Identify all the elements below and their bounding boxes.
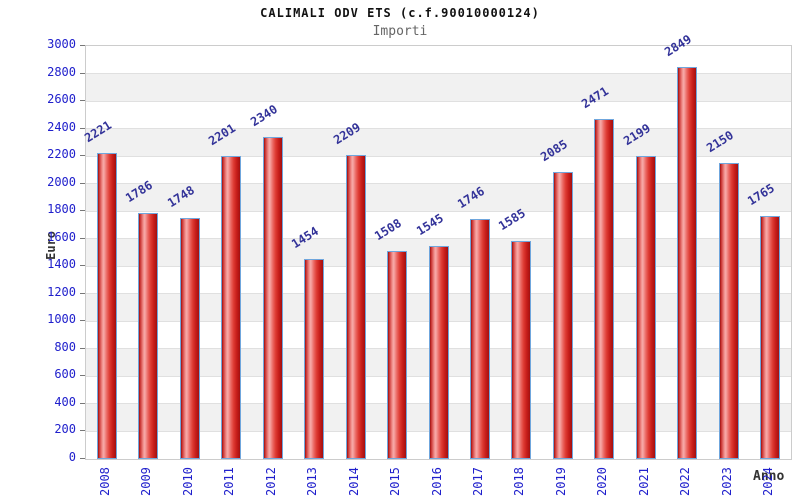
y-tick-mark (80, 127, 85, 129)
y-tick-label: 0 (68, 450, 76, 464)
x-tick-label: 2014 (346, 467, 361, 496)
y-tick-label: 2800 (47, 64, 76, 79)
bar (511, 240, 532, 459)
y-tick-label: 1200 (47, 284, 76, 299)
x-tick-label: 2008 (97, 467, 112, 496)
y-tick-mark (80, 210, 85, 212)
x-tick-label: 2013 (305, 467, 320, 496)
x-tick-label: 2023 (719, 467, 734, 496)
x-tick-label: 2016 (429, 467, 444, 496)
y-tick-label: 1800 (47, 202, 76, 217)
bar (552, 171, 573, 459)
bar (677, 66, 698, 459)
y-tick-label: 600 (54, 367, 76, 382)
y-tick-label: 2600 (47, 92, 76, 107)
x-axis-title: Anno (753, 469, 785, 484)
gridline (86, 238, 791, 240)
bar (718, 163, 739, 459)
y-tick-label: 2200 (47, 147, 76, 162)
y-tick-mark (80, 72, 85, 74)
gridline (86, 210, 791, 212)
x-tick-label: 2012 (263, 467, 278, 496)
bar (221, 155, 242, 459)
y-tick-mark (80, 182, 85, 184)
bar (635, 156, 656, 459)
bar (594, 118, 615, 459)
y-tick-mark (80, 100, 85, 102)
y-tick-label: 2000 (47, 174, 76, 189)
grid-band (86, 183, 791, 212)
x-tick-label: 2011 (222, 467, 237, 496)
y-tick-label: 400 (54, 394, 76, 409)
y-tick-label: 1000 (47, 312, 76, 327)
grid-band (86, 73, 791, 102)
y-tick-label: 800 (54, 339, 76, 354)
gridline (86, 128, 791, 130)
x-tick-label: 2020 (595, 467, 610, 496)
gridline (86, 100, 791, 102)
y-tick-label: 1400 (47, 257, 76, 272)
y-tick-mark (80, 292, 85, 294)
bar (179, 218, 200, 459)
y-tick-label: 200 (54, 422, 76, 437)
y-tick-label: 2400 (47, 119, 76, 134)
x-tick-label: 2021 (636, 467, 651, 496)
bar (469, 218, 490, 459)
y-tick-mark (80, 265, 85, 267)
x-tick-label: 2015 (388, 467, 403, 496)
bar (138, 213, 159, 459)
y-tick-mark (80, 375, 85, 377)
y-tick-mark (80, 347, 85, 349)
x-tick-label: 2024 (761, 467, 776, 496)
y-tick-label: 3000 (47, 37, 76, 51)
bar (345, 154, 366, 459)
y-tick-mark (80, 155, 85, 157)
gridline (86, 183, 791, 185)
x-tick-label: 2022 (678, 467, 693, 496)
y-tick-mark (80, 45, 85, 46)
bar (387, 251, 408, 459)
bar (96, 153, 117, 459)
gridline (86, 155, 791, 157)
y-tick-mark (80, 237, 85, 239)
plot-area (85, 45, 792, 460)
x-tick-label: 2018 (512, 467, 527, 496)
x-tick-label: 2019 (553, 467, 568, 496)
y-tick-mark (80, 320, 85, 322)
x-tick-label: 2009 (139, 467, 154, 496)
x-tick-label: 2017 (470, 467, 485, 496)
x-tick-label: 2010 (180, 467, 195, 496)
bar (760, 216, 781, 459)
y-tick-mark (80, 430, 85, 432)
bar (428, 246, 449, 459)
y-tick-label: 1600 (47, 229, 76, 244)
bar (304, 258, 325, 459)
bar (262, 136, 283, 459)
chart-title: CALIMALI ODV ETS (c.f.90010000124) (260, 6, 540, 20)
y-tick-mark (80, 402, 85, 404)
gridline (86, 73, 791, 75)
y-tick-mark (80, 458, 85, 459)
chart-subtitle: Importi (372, 24, 428, 39)
grid-band (86, 128, 791, 157)
